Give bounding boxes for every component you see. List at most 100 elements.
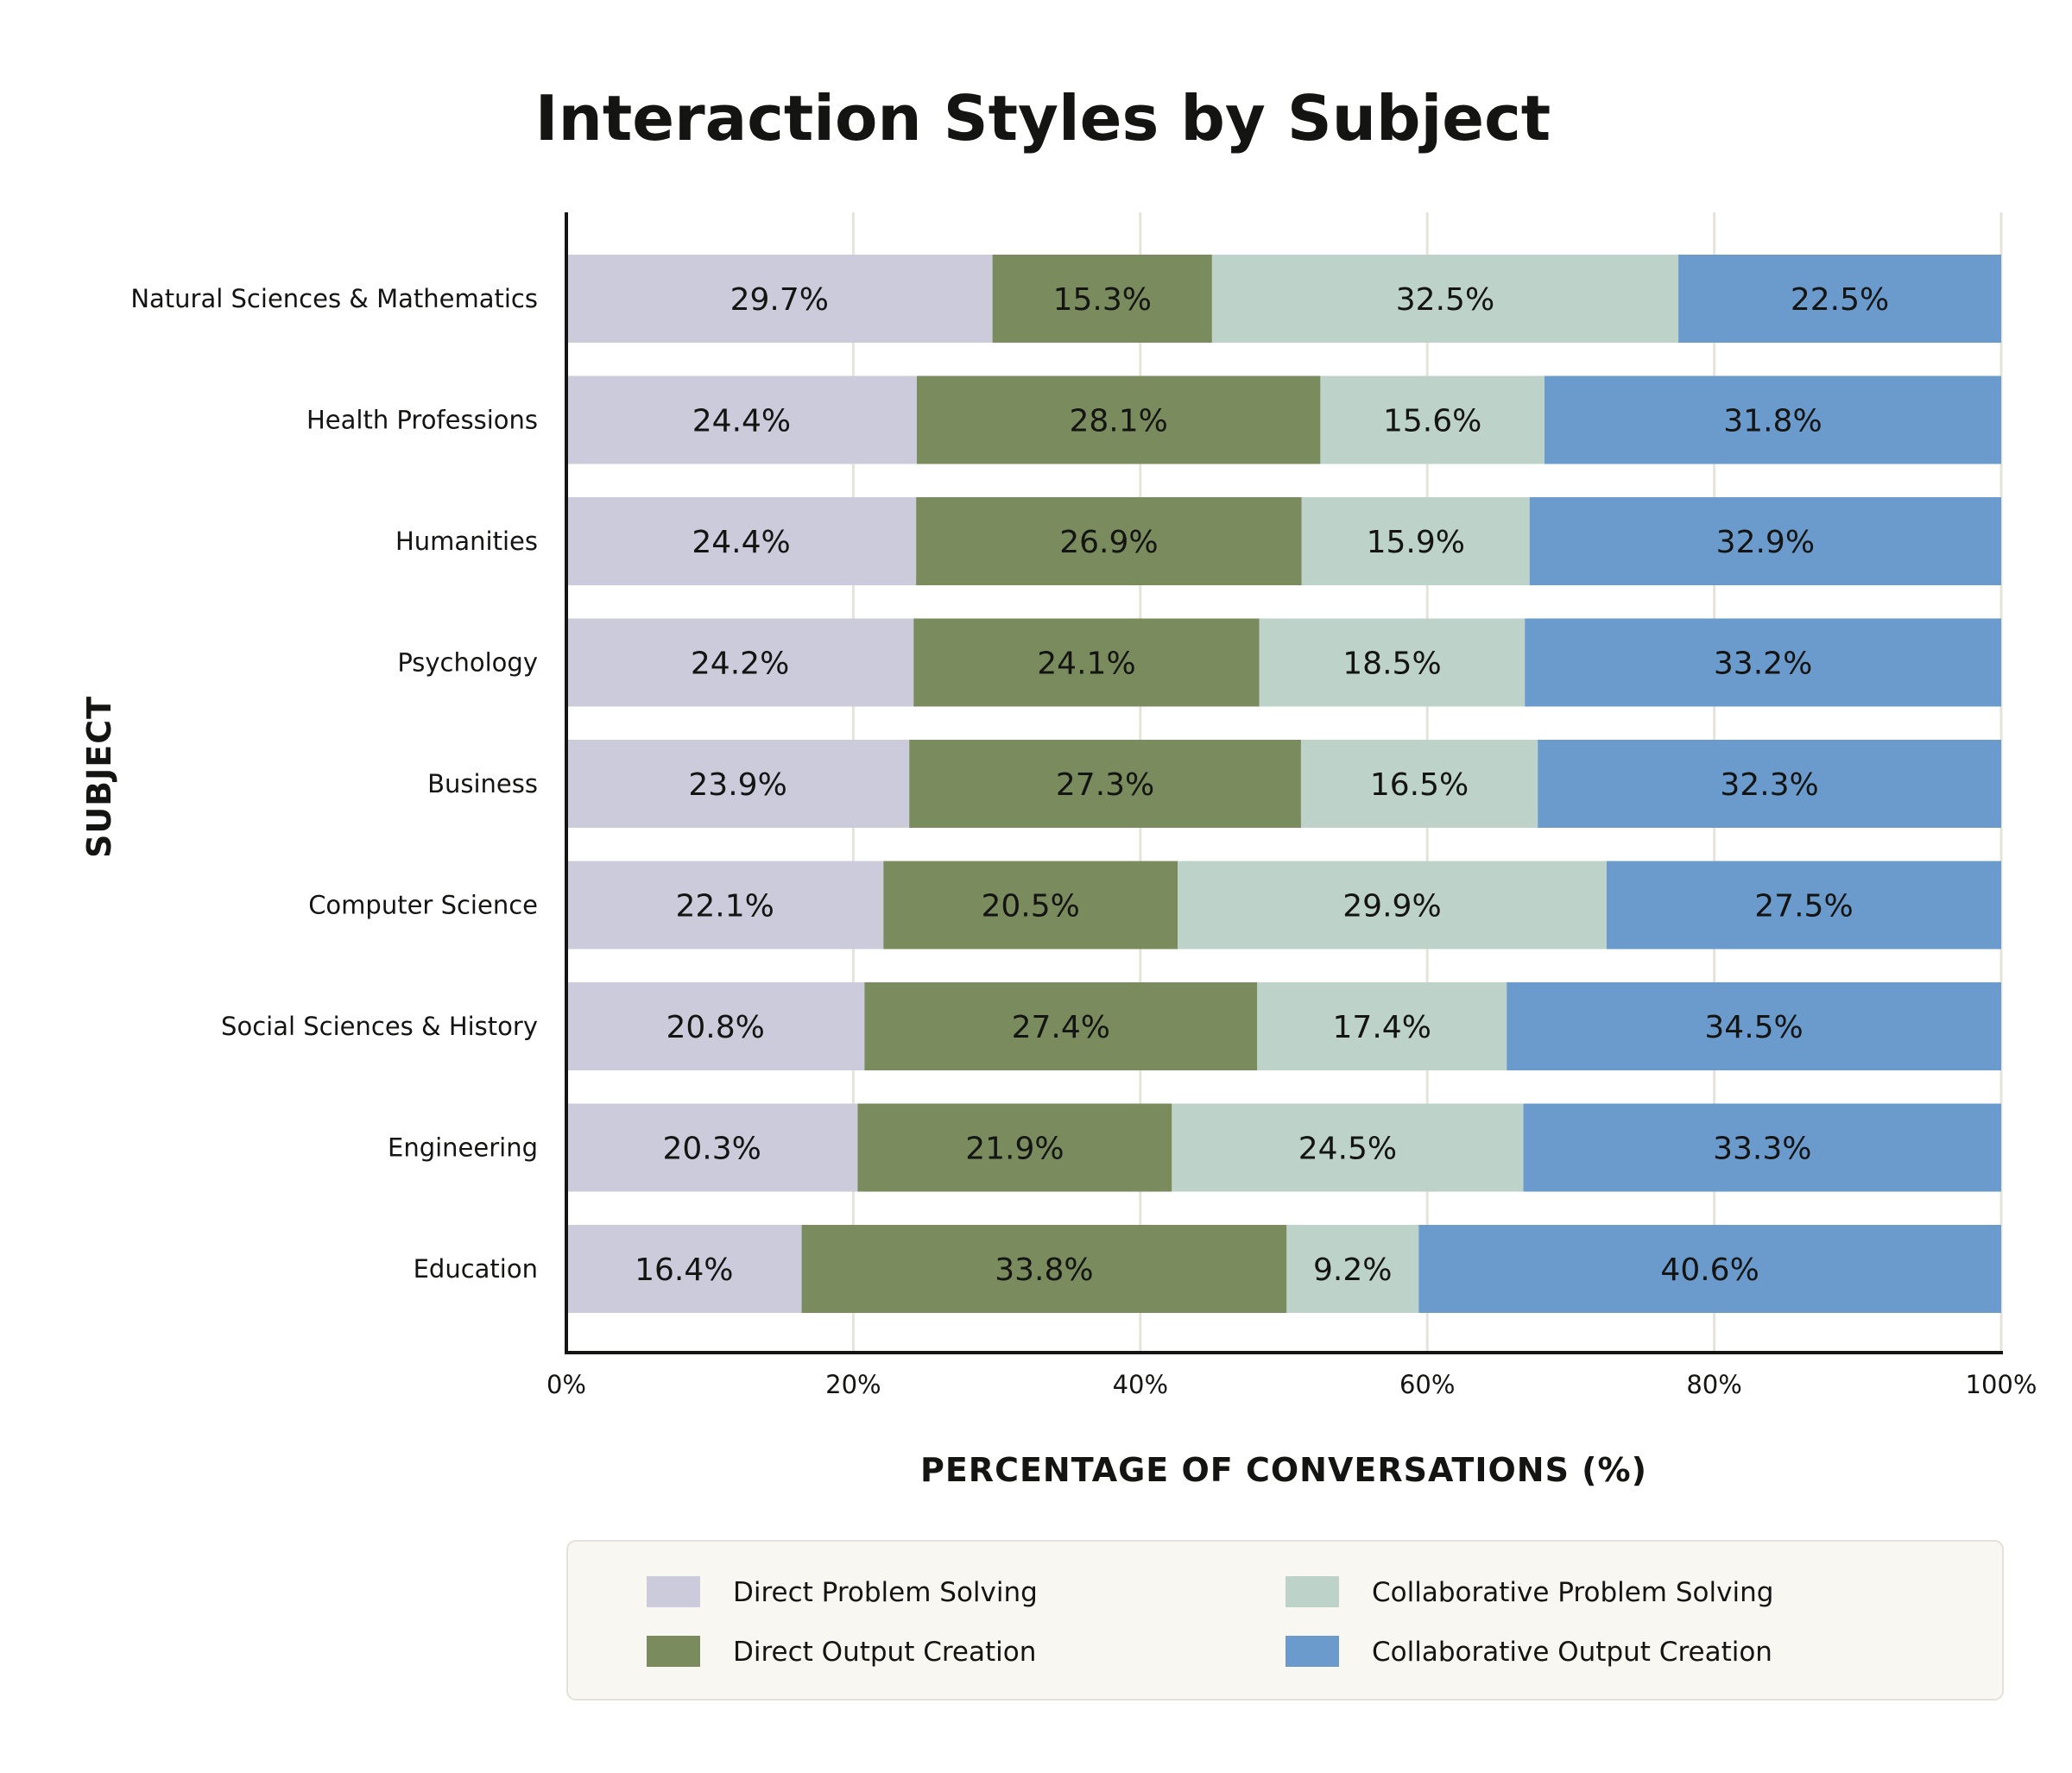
data-label: 17.4% xyxy=(1333,1010,1431,1045)
data-label: 32.5% xyxy=(1396,282,1494,318)
data-label: 15.9% xyxy=(1367,525,1465,560)
data-label: 24.4% xyxy=(692,404,791,439)
bar-segment xyxy=(864,982,1258,1070)
legend: Direct Problem Solving Collaborative Prob… xyxy=(647,1576,1773,1668)
legend-box xyxy=(566,1540,2004,1700)
x-tick-label: 80% xyxy=(1686,1370,1741,1399)
data-label: 31.8% xyxy=(1723,404,1822,439)
category-label: Computer Science xyxy=(308,891,538,920)
data-label: 20.5% xyxy=(981,889,1079,924)
data-label: 20.3% xyxy=(663,1132,761,1167)
y-axis-label: SUBJECT xyxy=(80,696,118,858)
bar-segment xyxy=(857,1103,1172,1192)
data-label: 33.3% xyxy=(1713,1132,1811,1167)
bar-segment xyxy=(1529,497,2001,585)
data-label: 28.1% xyxy=(1069,404,1167,439)
x-tick-label: 40% xyxy=(1113,1370,1168,1399)
data-label: 23.9% xyxy=(688,767,786,803)
bar-segment xyxy=(916,497,1302,585)
data-label: 26.9% xyxy=(1059,525,1158,560)
data-label: 15.6% xyxy=(1383,404,1481,439)
bar-segment xyxy=(1172,1103,1524,1192)
bar-segment xyxy=(883,861,1178,950)
data-label: 27.3% xyxy=(1056,767,1154,803)
data-label: 16.5% xyxy=(1370,767,1469,803)
data-label: 20.8% xyxy=(666,1010,764,1045)
category-label: Humanities xyxy=(395,527,538,556)
x-tick-label: 100% xyxy=(1966,1370,2037,1399)
bar-segment xyxy=(1523,1103,2001,1192)
data-label: 24.2% xyxy=(691,647,789,682)
category-label: Psychology xyxy=(397,648,538,678)
data-label: 32.3% xyxy=(1720,767,1818,803)
bar-segment xyxy=(992,255,1212,343)
category-label: Education xyxy=(414,1254,538,1284)
bar-segment xyxy=(1178,861,1607,950)
bar-segment xyxy=(916,375,1321,464)
bars: 29.7% 15.3% 32.5% 22.5% 24.4% 28.1% 15.6% 31.8%… xyxy=(566,255,2001,1313)
bar-segment xyxy=(1538,740,2001,828)
data-label: 34.5% xyxy=(1704,1010,1803,1045)
bar-segment xyxy=(566,618,914,707)
bar-segment xyxy=(1606,861,2001,950)
legend-swatch xyxy=(1286,1636,1339,1667)
bar-segment xyxy=(1418,1225,2001,1313)
bar-segment xyxy=(1301,497,1530,585)
legend-swatch xyxy=(647,1576,700,1607)
data-label: 21.9% xyxy=(965,1132,1064,1167)
legend-label: Direct Output Creation xyxy=(733,1637,1036,1668)
category-label: Business xyxy=(427,769,538,798)
data-label: 24.1% xyxy=(1037,647,1135,682)
bar-segment xyxy=(1286,1225,1419,1313)
bar-segment xyxy=(566,982,865,1070)
bar-segment xyxy=(566,497,917,585)
x-tick-label: 0% xyxy=(546,1370,586,1399)
category-label: Engineering xyxy=(388,1133,538,1163)
data-label: 24.5% xyxy=(1298,1132,1397,1167)
bar-segment xyxy=(1259,618,1526,707)
bar-segment xyxy=(566,1225,802,1313)
data-label: 40.6% xyxy=(1660,1252,1759,1288)
x-axis-label: PERCENTAGE OF CONVERSATIONS (%) xyxy=(920,1451,1647,1489)
legend-label: Direct Problem Solving xyxy=(733,1577,1038,1608)
category-labels: Natural Sciences & Mathematics Health Pro… xyxy=(130,284,538,1284)
data-label: 27.5% xyxy=(1754,889,1853,924)
data-label: 22.1% xyxy=(675,889,774,924)
legend-label: Collaborative Output Creation xyxy=(1372,1637,1772,1668)
legend-label: Collaborative Problem Solving xyxy=(1372,1577,1773,1608)
category-label: Health Professions xyxy=(306,406,538,435)
bar-segment xyxy=(1544,375,2001,464)
chart-title: Interaction Styles by Subject xyxy=(535,82,1551,155)
bar-segment xyxy=(1300,740,1538,828)
bar-segment xyxy=(913,618,1260,707)
data-label: 32.9% xyxy=(1716,525,1815,560)
data-label: 16.4% xyxy=(635,1252,733,1288)
legend-swatch xyxy=(1286,1576,1339,1607)
data-label: 9.2% xyxy=(1313,1252,1392,1288)
data-label: 33.8% xyxy=(995,1252,1093,1288)
data-label: 15.3% xyxy=(1053,282,1152,318)
data-label: 27.4% xyxy=(1012,1010,1110,1045)
x-tick-labels: 0% 20% 40% 60% 80% 100% xyxy=(546,1370,2037,1399)
data-label: 29.9% xyxy=(1342,889,1441,924)
bar-segment xyxy=(566,255,993,343)
x-tick-label: 60% xyxy=(1399,1370,1455,1399)
data-label: 22.5% xyxy=(1791,282,1889,318)
category-label: Social Sciences & History xyxy=(221,1012,538,1041)
legend-swatch xyxy=(647,1636,700,1667)
bar-segment xyxy=(1525,618,2001,707)
bar-segment xyxy=(566,740,910,828)
category-label: Natural Sciences & Mathematics xyxy=(130,284,538,313)
data-label: 24.4% xyxy=(692,525,790,560)
bar-segment xyxy=(909,740,1301,828)
bar-segment xyxy=(566,861,884,950)
data-label: 29.7% xyxy=(730,282,829,318)
bar-segment xyxy=(1211,255,1679,343)
bar-segment xyxy=(566,1103,858,1192)
bar-segment xyxy=(1320,375,1545,464)
bar-segment xyxy=(1257,982,1507,1070)
bar-segment xyxy=(801,1225,1287,1313)
data-label: 18.5% xyxy=(1342,647,1441,682)
bar-segment xyxy=(1507,982,2001,1070)
